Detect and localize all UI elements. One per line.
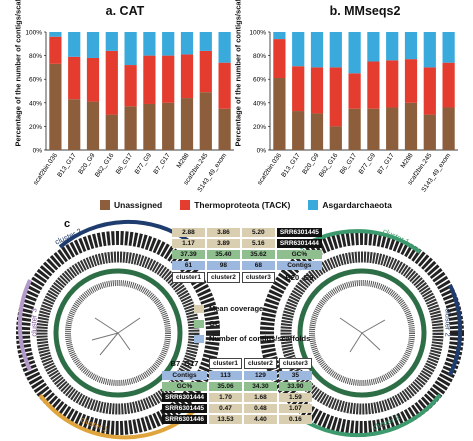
legend-label-asgard: Asgardarchaeota — [322, 200, 392, 210]
table-row: 37.39 35.40 35.62 GC% — [172, 250, 322, 259]
table-cell: 113 — [209, 371, 242, 380]
panel-a-title: a. CAT — [105, 4, 145, 18]
table-row: 61 98 68 Contigs — [172, 261, 322, 270]
table-cell: 5.20 — [241, 228, 275, 237]
legend-swatch-unassigned — [100, 200, 110, 210]
ring-legend-label-coverage: Mean coverage — [209, 304, 264, 313]
table-cell: 35.40 — [206, 250, 240, 259]
table-cell: 98 — [206, 261, 240, 270]
left-tree — [91, 317, 141, 356]
table-cell: 5.16 — [241, 239, 275, 248]
ring-legend: Mean coverage GC Number of contigs/scaff… — [194, 304, 310, 349]
table-cell: 1.07 — [278, 404, 312, 413]
table-row: 2.88 3.86 5.20 SRR6301445 — [172, 228, 322, 237]
ring-legend-coverage: Mean coverage — [194, 304, 310, 313]
legend-label-thermo: Thermoproteota (TACK) — [194, 200, 291, 210]
panel-b-title: b. MMseqs2 — [329, 4, 401, 18]
table-row-label: Contigs — [276, 261, 322, 270]
table-cell: 1.70 — [209, 393, 242, 402]
table-row: SRR6301446 13.53 4.40 0.16 — [162, 415, 312, 424]
ring-legend-label-gc: GC — [209, 319, 221, 328]
table-cell: 0.48 — [243, 404, 277, 413]
table-cell: 3.86 — [206, 228, 240, 237]
table-cell: 1.68 — [243, 393, 277, 402]
table-cell: 35 — [278, 371, 312, 380]
table-cell: 61 — [172, 261, 205, 270]
cluster-label-left-mid: cluster 3 — [29, 308, 39, 337]
right-inner-ring — [309, 280, 415, 386]
table-cell: 1.17 — [172, 239, 205, 248]
table-cell: 37.39 — [172, 250, 205, 259]
legend-label-unassigned: Unassigned — [114, 200, 163, 210]
table-bin-name: B20_G9 — [285, 273, 314, 282]
table-cell: 34.30 — [243, 382, 277, 391]
table-row: Contigs 113 129 35 — [162, 371, 312, 380]
legend-asgard: Asgardarchaeota — [308, 200, 392, 210]
table-header: cluster1 — [172, 272, 205, 283]
table-row-label: SRR6301444 — [162, 393, 208, 402]
legend-thermo: Thermoproteota (TACK) — [180, 200, 290, 210]
cluster-label-right-mid: cluster 2 — [443, 308, 453, 337]
table-row: 1.17 3.89 5.16 SRR6301444 — [172, 239, 322, 248]
right-gc-ring — [297, 268, 427, 398]
table-header: cluster2 — [206, 272, 240, 283]
table-cell: 3.89 — [206, 239, 240, 248]
table-header: cluster3 — [278, 358, 312, 369]
table-row-label: GC% — [276, 250, 322, 259]
legend-swatch-asgard — [308, 200, 319, 210]
table-cell: 33.90 — [278, 382, 312, 391]
table-row-label: Contigs — [162, 371, 208, 380]
table-cell: 68 — [241, 261, 275, 270]
ring-swatch-gc — [194, 319, 204, 328]
right-tree — [339, 317, 386, 353]
table-row-label: SRR6301445 — [276, 228, 322, 237]
table-row-label: SRR6301444 — [276, 239, 322, 248]
table-cell: 129 — [243, 371, 277, 380]
right-cluster-arc-3 — [298, 393, 442, 438]
left-mid-ring — [36, 251, 200, 415]
left-cluster-arc-3 — [17, 279, 32, 371]
table-row-label: GC% — [162, 382, 208, 391]
legend-unassigned: Unassigned — [100, 200, 162, 210]
table-cell: 35.62 — [241, 250, 275, 259]
table-header: cluster3 — [241, 272, 275, 283]
table-row: B7_G17 cluster1 cluster2 cluster3 — [162, 358, 312, 369]
ring-swatch-coverage — [194, 304, 204, 313]
left-gc-ring — [53, 268, 183, 398]
chart-legend: Unassigned Thermoproteota (TACK) Asgarda… — [100, 200, 392, 210]
table-header: cluster2 — [243, 358, 277, 369]
ring-swatch-contigs — [194, 334, 204, 343]
left-circle — [16, 219, 220, 440]
right-mid-ring — [280, 251, 444, 415]
table-cell: 4.40 — [243, 415, 277, 424]
ring-legend-gc: GC — [194, 319, 310, 328]
ring-legend-label-contigs: Number of contigs/scaffolds — [209, 334, 311, 343]
right-cluster-arc-2 — [448, 284, 463, 376]
stats-table-bottom: B7_G17 cluster1 cluster2 cluster3 Contig… — [160, 356, 314, 426]
table-cell: 0.47 — [209, 404, 242, 413]
left-outer-ring — [16, 231, 220, 435]
table-cell: 13.53 — [209, 415, 242, 424]
table-cell: 0.16 — [278, 415, 312, 424]
table-row-label: SRR6301445 — [162, 404, 208, 413]
table-cell: 1.59 — [278, 393, 312, 402]
stats-table-top: 2.88 3.86 5.20 SRR6301445 1.17 3.89 5.16… — [170, 226, 324, 285]
table-row: SRR6301445 0.47 0.48 1.07 — [162, 404, 312, 413]
left-inner-ring — [65, 280, 171, 386]
table-bin-name: B7_G17 — [170, 359, 199, 368]
table-cell: 2.88 — [172, 228, 205, 237]
table-cell: 35.06 — [209, 382, 242, 391]
legend-swatch-thermo — [180, 200, 191, 210]
table-row-label: SRR6301446 — [162, 415, 208, 424]
panel-c-label: c — [64, 218, 71, 230]
ring-legend-contigs: Number of contigs/scaffolds — [194, 334, 310, 343]
table-row: SRR6301444 1.70 1.68 1.59 — [162, 393, 312, 402]
table-header: cluster1 — [209, 358, 242, 369]
table-row: cluster1 cluster2 cluster3 B20_G9 — [172, 272, 322, 283]
right-outer-ring — [260, 231, 464, 435]
table-row: GC% 35.06 34.30 33.90 — [162, 382, 312, 391]
